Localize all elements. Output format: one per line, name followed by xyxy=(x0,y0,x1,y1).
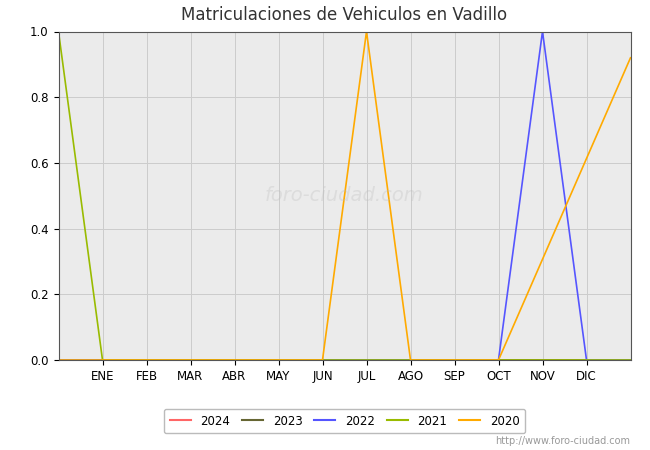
Legend: 2024, 2023, 2022, 2021, 2020: 2024, 2023, 2022, 2021, 2020 xyxy=(164,409,525,433)
Title: Matriculaciones de Vehiculos en Vadillo: Matriculaciones de Vehiculos en Vadillo xyxy=(181,6,508,24)
Text: foro-ciudad.com: foro-ciudad.com xyxy=(265,186,424,205)
Text: http://www.foro-ciudad.com: http://www.foro-ciudad.com xyxy=(495,436,630,446)
